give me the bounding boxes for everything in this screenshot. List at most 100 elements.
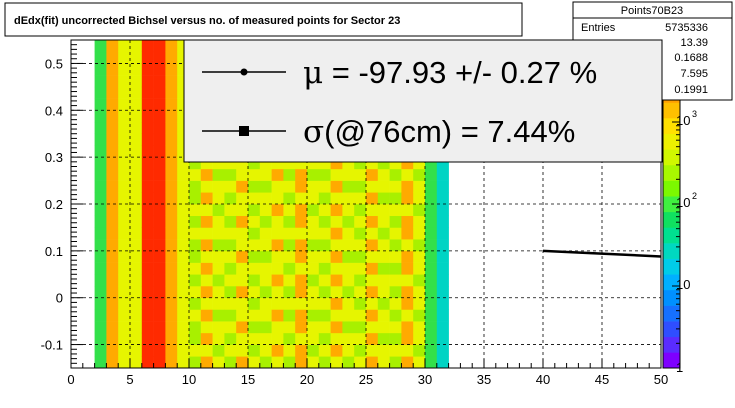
heatmap-cell <box>177 309 190 322</box>
heatmap-cell <box>295 297 308 310</box>
heatmap-cell <box>401 168 414 181</box>
heatmap-cell <box>94 51 107 64</box>
heatmap-cell <box>189 239 202 252</box>
x-tick-label: 10 <box>182 372 196 387</box>
heatmap-cell <box>118 286 131 299</box>
heatmap-cell <box>130 227 143 240</box>
heatmap-cell <box>141 274 154 287</box>
heatmap-cell <box>307 274 320 287</box>
heatmap-cell <box>236 274 249 287</box>
heatmap-cell <box>94 110 107 123</box>
heatmap-cell <box>295 262 308 275</box>
heatmap-cell <box>236 321 249 334</box>
heatmap-cell <box>118 297 131 310</box>
heatmap-cell <box>271 297 284 310</box>
legend-sigma-text: σ(@76cm) = 7.44% <box>303 114 575 150</box>
stats-label-entries: Entries <box>581 22 616 34</box>
heatmap-cell <box>141 204 154 217</box>
heatmap-cell <box>342 227 355 240</box>
heatmap-cell <box>200 192 213 205</box>
heatmap-cell <box>366 250 379 263</box>
heatmap-cell <box>330 168 343 181</box>
heatmap-cell <box>200 344 213 357</box>
heatmap-cell <box>200 274 213 287</box>
heatmap-cell <box>401 274 414 287</box>
heatmap-cell <box>189 250 202 263</box>
heatmap-cell <box>271 239 284 252</box>
heatmap-cell <box>177 274 190 287</box>
heatmap-cell <box>401 356 414 369</box>
heatmap-cell <box>141 250 154 263</box>
heatmap-cell <box>153 204 166 217</box>
heatmap-cell <box>248 215 261 228</box>
heatmap-cell <box>212 180 225 193</box>
heatmap-cell <box>177 215 190 228</box>
heatmap-cell <box>295 286 308 299</box>
heatmap-cell <box>259 262 272 275</box>
heatmap-cell <box>94 40 107 53</box>
heatmap-cell <box>165 286 178 299</box>
heatmap-cell <box>118 239 131 252</box>
heatmap-cell <box>401 192 414 205</box>
heatmap-cell <box>377 250 390 263</box>
colorbar-label-10-3: 10 <box>676 113 690 128</box>
heatmap-cell <box>224 204 237 217</box>
heatmap-cell <box>236 262 249 275</box>
heatmap-cell <box>106 40 119 53</box>
heatmap-cell <box>189 168 202 181</box>
heatmap-cell <box>189 309 202 322</box>
heatmap-cell <box>94 344 107 357</box>
heatmap-cell <box>177 262 190 275</box>
heatmap-cell <box>318 274 331 287</box>
heatmap-cell <box>295 239 308 252</box>
heatmap-cell <box>354 274 367 287</box>
x-tick-label: 0 <box>67 372 74 387</box>
heatmap-cell <box>377 286 390 299</box>
legend-box <box>183 39 663 163</box>
heatmap-cell <box>283 332 296 345</box>
heatmap-cell <box>401 344 414 357</box>
heatmap-cell <box>271 332 284 345</box>
heatmap-cell <box>153 321 166 334</box>
heatmap-cell <box>342 344 355 357</box>
heatmap-cell <box>283 344 296 357</box>
stats-value-mean-x: 13.39 <box>680 37 708 49</box>
heatmap-cell <box>236 344 249 357</box>
heatmap-cell <box>141 215 154 228</box>
heatmap-cell <box>354 321 367 334</box>
heatmap-cell <box>271 309 284 322</box>
colorbar-swatch <box>663 102 680 119</box>
heatmap-cell <box>118 122 131 135</box>
heatmap-cell <box>106 250 119 263</box>
x-tick-label: 20 <box>300 372 314 387</box>
heatmap-cell <box>177 286 190 299</box>
heatmap-cell <box>436 297 449 310</box>
heatmap-cell <box>200 168 213 181</box>
heatmap-cell <box>118 204 131 217</box>
heatmap-cell <box>94 297 107 310</box>
heatmap-cell <box>295 180 308 193</box>
heatmap-cell <box>377 309 390 322</box>
heatmap-cell <box>200 321 213 334</box>
x-tick-label: 15 <box>241 372 255 387</box>
heatmap-cell <box>436 321 449 334</box>
heatmap-cell <box>165 122 178 135</box>
heatmap-cell <box>189 344 202 357</box>
heatmap-cell <box>224 309 237 322</box>
heatmap-cell <box>425 274 438 287</box>
heatmap-cell <box>177 250 190 263</box>
heatmap-cell <box>436 180 449 193</box>
stats-value-rms-x: 7.595 <box>680 68 708 80</box>
heatmap-cell <box>366 180 379 193</box>
heatmap-cell <box>366 192 379 205</box>
heatmap-cell <box>130 344 143 357</box>
heatmap-cell <box>130 168 143 181</box>
stats-value-mean-y: 0.1688 <box>674 52 708 64</box>
heatmap-cell <box>295 168 308 181</box>
heatmap-cell <box>141 297 154 310</box>
heatmap-cell <box>130 356 143 369</box>
heatmap-cell <box>436 309 449 322</box>
heatmap-cell <box>389 192 402 205</box>
heatmap-cell <box>118 227 131 240</box>
heatmap-cell <box>318 309 331 322</box>
